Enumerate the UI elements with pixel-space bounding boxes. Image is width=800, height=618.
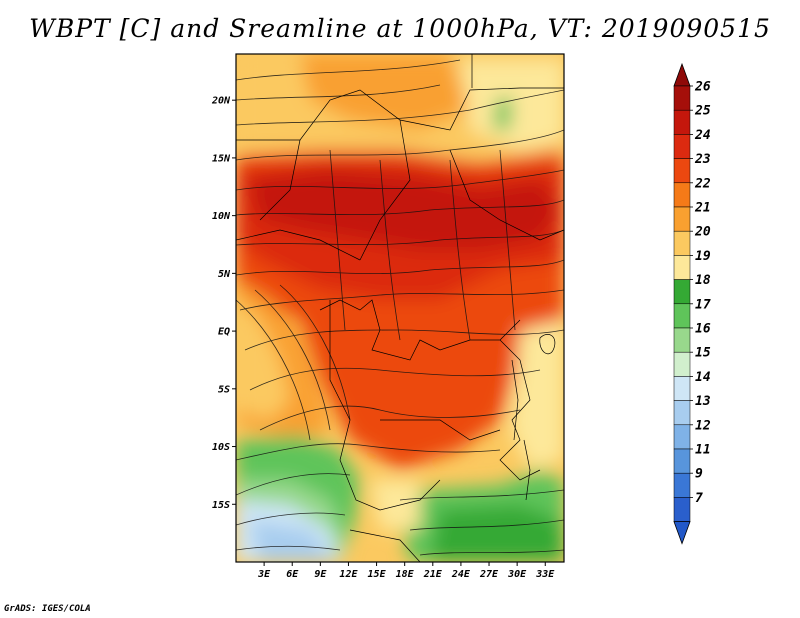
lakes: [511, 334, 556, 501]
colorbar-swatch: [673, 351, 691, 377]
colorbar-label: 17: [695, 297, 711, 312]
colorbar-swatch: [673, 448, 691, 474]
lon-tick-label: 30E: [507, 569, 527, 580]
lat-tick-label: 15N: [212, 153, 231, 164]
lat-tick-label: 10N: [212, 211, 231, 222]
streamlines: [236, 59, 564, 556]
colorbar-label: 19: [695, 249, 711, 264]
colorbar-swatch: [673, 424, 691, 450]
colorbar-swatch: [673, 134, 691, 159]
colorbar-swatch: [673, 279, 691, 305]
lon-tick-label: 27E: [479, 569, 499, 580]
colorbar-label: 24: [694, 128, 711, 143]
colorbar-label: 12: [695, 418, 711, 433]
colorbar-swatch: [673, 472, 691, 498]
lat-tick-label: 5N: [218, 269, 231, 280]
lat-tick-label: 10S: [212, 442, 230, 453]
colorbar-swatch: [673, 206, 691, 232]
colorbar-swatch: [673, 158, 691, 184]
lon-tick-label: 24E: [451, 569, 471, 580]
colorbar-bottom-arrow: [673, 521, 691, 545]
temperature-field: [236, 54, 564, 562]
country-borders: [236, 54, 564, 562]
lat-tick-label: 5S: [218, 384, 230, 395]
lon-tick-label: 12E: [339, 569, 358, 580]
lat-tick-label: 15S: [212, 500, 230, 511]
lon-tick-label: 9E: [314, 569, 327, 580]
lat-tick-label: 20N: [211, 96, 231, 107]
lon-tick-label: 3E: [257, 569, 271, 580]
chart-title: WBPT [C] and Sreamline at 1000hPa, VT: 2…: [29, 14, 771, 43]
colorbar-label: 22: [694, 176, 711, 191]
colorbar-swatch: [673, 255, 691, 280]
colorbar-swatch: [673, 182, 691, 208]
colorbar-label: 26: [694, 80, 711, 95]
lon-tick-label: 18E: [396, 569, 415, 580]
latitude-axis: 20N 15N 10N 5N EQ 5S 10S 15S: [211, 96, 236, 511]
colorbar-label: 20: [694, 225, 711, 240]
colorbar-swatch: [673, 109, 691, 135]
colorbar-swatch: [673, 497, 691, 522]
colorbar-label: 25: [694, 104, 711, 119]
colorbar-label: 16: [695, 322, 711, 337]
colorbar-swatch: [673, 327, 691, 353]
colorbar-label: 15: [695, 346, 711, 361]
colorbar-label: 18: [695, 273, 711, 288]
colorbar-label: 23: [694, 152, 711, 167]
lon-tick-label: 33E: [535, 569, 555, 580]
lat-tick-label: EQ: [218, 327, 230, 338]
colorbar-swatch: [673, 85, 691, 111]
colorbar-swatch: [673, 230, 691, 256]
lon-tick-label: 15E: [368, 569, 387, 580]
colorbar: 26 25 24 23 22 21 20 19 18 17 16 15 14 13 12 11 9 7: [673, 62, 711, 545]
colorbar-swatch: [673, 303, 691, 329]
lon-tick-label: 21E: [423, 569, 443, 580]
map-frame: [235, 53, 565, 563]
colorbar-top-arrow: [673, 62, 691, 87]
colorbar-swatch: [673, 400, 691, 426]
longitude-axis: 3E 6E 9E 12E 15E 18E 21E 24E 27E 30E 33E: [257, 562, 555, 580]
lon-tick-label: 6E: [286, 569, 299, 580]
colorbar-swatch: [673, 376, 691, 401]
colorbar-label: 11: [695, 443, 711, 458]
colorbar-label: 21: [694, 201, 711, 216]
colorbar-label: 13: [695, 394, 711, 409]
colorbar-label: 7: [695, 491, 703, 506]
colorbar-label: 14: [695, 370, 711, 385]
colorbar-label: 9: [695, 467, 703, 482]
grads-credit: GrADS: IGES/COLA: [4, 604, 91, 614]
